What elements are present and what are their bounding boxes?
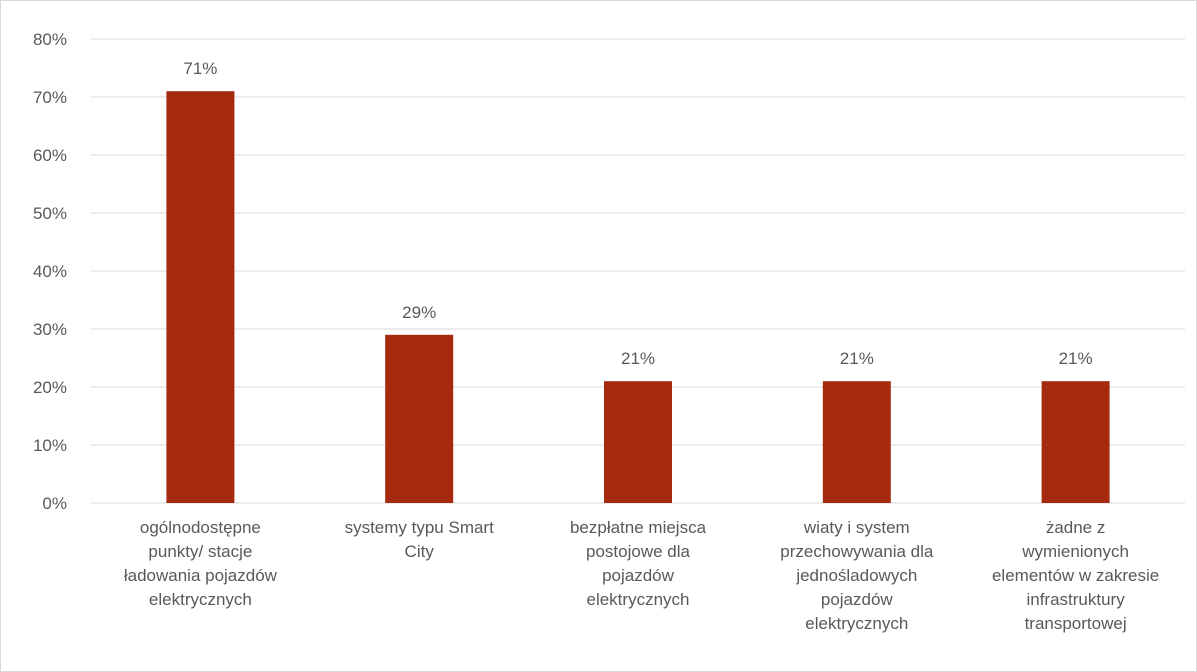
- y-tick-label: 10%: [33, 436, 67, 455]
- y-tick-label: 70%: [33, 88, 67, 107]
- data-label: 21%: [1059, 349, 1093, 368]
- x-category-label: elektrycznych: [805, 614, 908, 633]
- x-category-label: elementów w zakresie: [992, 566, 1159, 585]
- y-tick-label: 0%: [42, 494, 67, 513]
- x-axis-category-labels: ogólnodostępne punkty/ stacje ładowania po…: [124, 518, 1159, 633]
- bar: [385, 334, 454, 503]
- data-label: 71%: [183, 59, 217, 78]
- y-tick-label: 40%: [33, 262, 67, 281]
- bar: [822, 381, 891, 503]
- data-label: 21%: [621, 349, 655, 368]
- x-category-label: bezpłatne miejsca: [570, 518, 707, 537]
- y-tick-label: 30%: [33, 320, 67, 339]
- x-category-label: przechowywania dla: [780, 542, 934, 561]
- bar: [166, 91, 235, 503]
- y-tick-label: 60%: [33, 146, 67, 165]
- x-category-label: pojazdów: [602, 566, 675, 585]
- x-category-label: punkty/ stacje: [148, 542, 252, 561]
- x-category-label: wymienionych: [1021, 542, 1129, 561]
- x-category-label: wiaty i system: [803, 518, 910, 537]
- x-category-label: elektrycznych: [149, 590, 252, 609]
- bar: [604, 381, 672, 503]
- x-category-label: systemy typu Smart: [345, 518, 495, 537]
- x-category-label: infrastruktury: [1026, 590, 1125, 609]
- x-category-label: City: [405, 542, 435, 561]
- bars: [166, 91, 1110, 503]
- x-category-label: transportowej: [1025, 614, 1127, 633]
- x-category-label: postojowe dla: [586, 542, 691, 561]
- x-category-label: ładowania pojazdów: [124, 566, 278, 585]
- x-category-label: jednośladowych: [795, 566, 917, 585]
- y-axis-tick-labels: 0% 10% 20% 30% 40% 50% 60% 70% 80%: [33, 30, 67, 513]
- data-label: 21%: [840, 349, 874, 368]
- x-category-label: żadne z: [1046, 518, 1106, 537]
- data-labels: 71% 29% 21% 21% 21%: [183, 59, 1092, 368]
- x-category-label: elektrycznych: [587, 590, 690, 609]
- y-tick-label: 20%: [33, 378, 67, 397]
- bar: [1041, 381, 1110, 503]
- data-label: 29%: [402, 303, 436, 322]
- gridlines: [91, 38, 1185, 504]
- x-category-label: pojazdów: [821, 590, 894, 609]
- y-tick-label: 80%: [33, 30, 67, 49]
- y-tick-label: 50%: [33, 204, 67, 223]
- x-category-label: ogólnodostępne: [140, 518, 261, 537]
